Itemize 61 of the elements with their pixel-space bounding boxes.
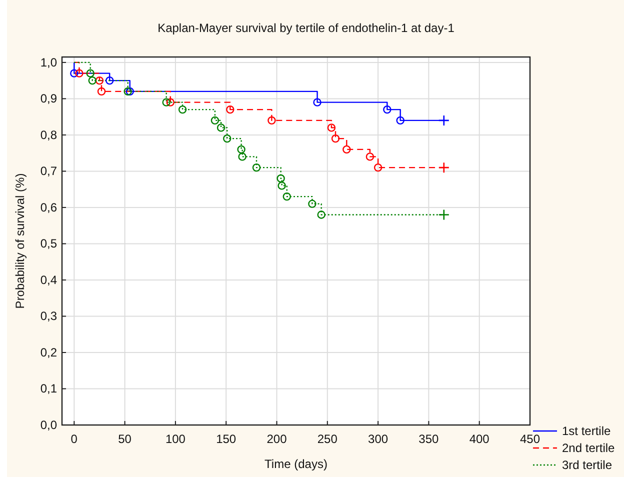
- point: [95, 76, 104, 85]
- point: [327, 124, 336, 132]
- point: [308, 200, 316, 208]
- point: [331, 134, 340, 143]
- x-tick-label: 300: [368, 432, 388, 446]
- x-tick-label: 350: [418, 432, 440, 446]
- point: [88, 76, 96, 85]
- point: [216, 124, 226, 132]
- chart-title: Kaplan-Mayer survival by tertile of endothelin-1 at day-1: [158, 21, 455, 35]
- x-tick-label: 200: [266, 432, 288, 446]
- y-tick-label: 0,5: [40, 236, 58, 251]
- point: [396, 116, 404, 125]
- point: [374, 163, 382, 172]
- y-tick-label: 0,3: [40, 309, 58, 324]
- point: [438, 162, 450, 174]
- legend-label: 2nd tertile: [562, 441, 616, 455]
- point: [237, 145, 246, 154]
- y-tick-label: 1,0: [40, 55, 58, 70]
- y-tick-label: 0,1: [40, 382, 58, 396]
- point: [278, 182, 286, 190]
- point: [252, 163, 261, 172]
- point: [86, 69, 94, 78]
- point: [166, 98, 174, 106]
- x-tick-label: 450: [520, 432, 540, 446]
- y-tick-label: 0,0: [40, 418, 58, 432]
- point: [97, 87, 106, 96]
- point: [276, 174, 285, 183]
- point: [238, 152, 246, 161]
- y-tick-label: 0,9: [40, 92, 58, 106]
- x-axis-title: Time (days): [264, 457, 328, 471]
- point: [438, 209, 450, 220]
- point: [178, 105, 187, 114]
- point: [438, 114, 450, 126]
- x-tick-label: 150: [216, 432, 236, 446]
- y-tick-label: 0,6: [40, 200, 58, 214]
- point: [226, 105, 234, 114]
- point: [317, 210, 326, 219]
- point: [223, 134, 232, 143]
- point: [70, 69, 78, 78]
- y-tick-label: 0,4: [40, 272, 58, 287]
- y-tick-label: 0,8: [40, 128, 58, 142]
- y-axis-title: Probability of survival (%): [13, 173, 27, 309]
- point: [313, 98, 322, 106]
- point: [106, 76, 114, 85]
- x-tick-label: 50: [118, 432, 132, 446]
- point: [366, 152, 374, 161]
- point: [75, 69, 84, 78]
- point: [268, 116, 276, 125]
- y-tick-label: 0,7: [40, 164, 58, 178]
- x-tick-label: 400: [469, 432, 490, 446]
- y-tick-label: 0,2: [40, 345, 58, 360]
- x-tick-label: 0: [70, 432, 78, 446]
- point: [342, 145, 351, 154]
- x-tick-label: 250: [317, 432, 338, 446]
- legend-label: 3rd tertile: [562, 458, 612, 472]
- point: [282, 192, 291, 201]
- point: [383, 105, 392, 114]
- point: [210, 116, 220, 125]
- legend-label: 1st tertile: [562, 424, 612, 438]
- point: [162, 98, 170, 106]
- x-tick-label: 100: [165, 432, 186, 446]
